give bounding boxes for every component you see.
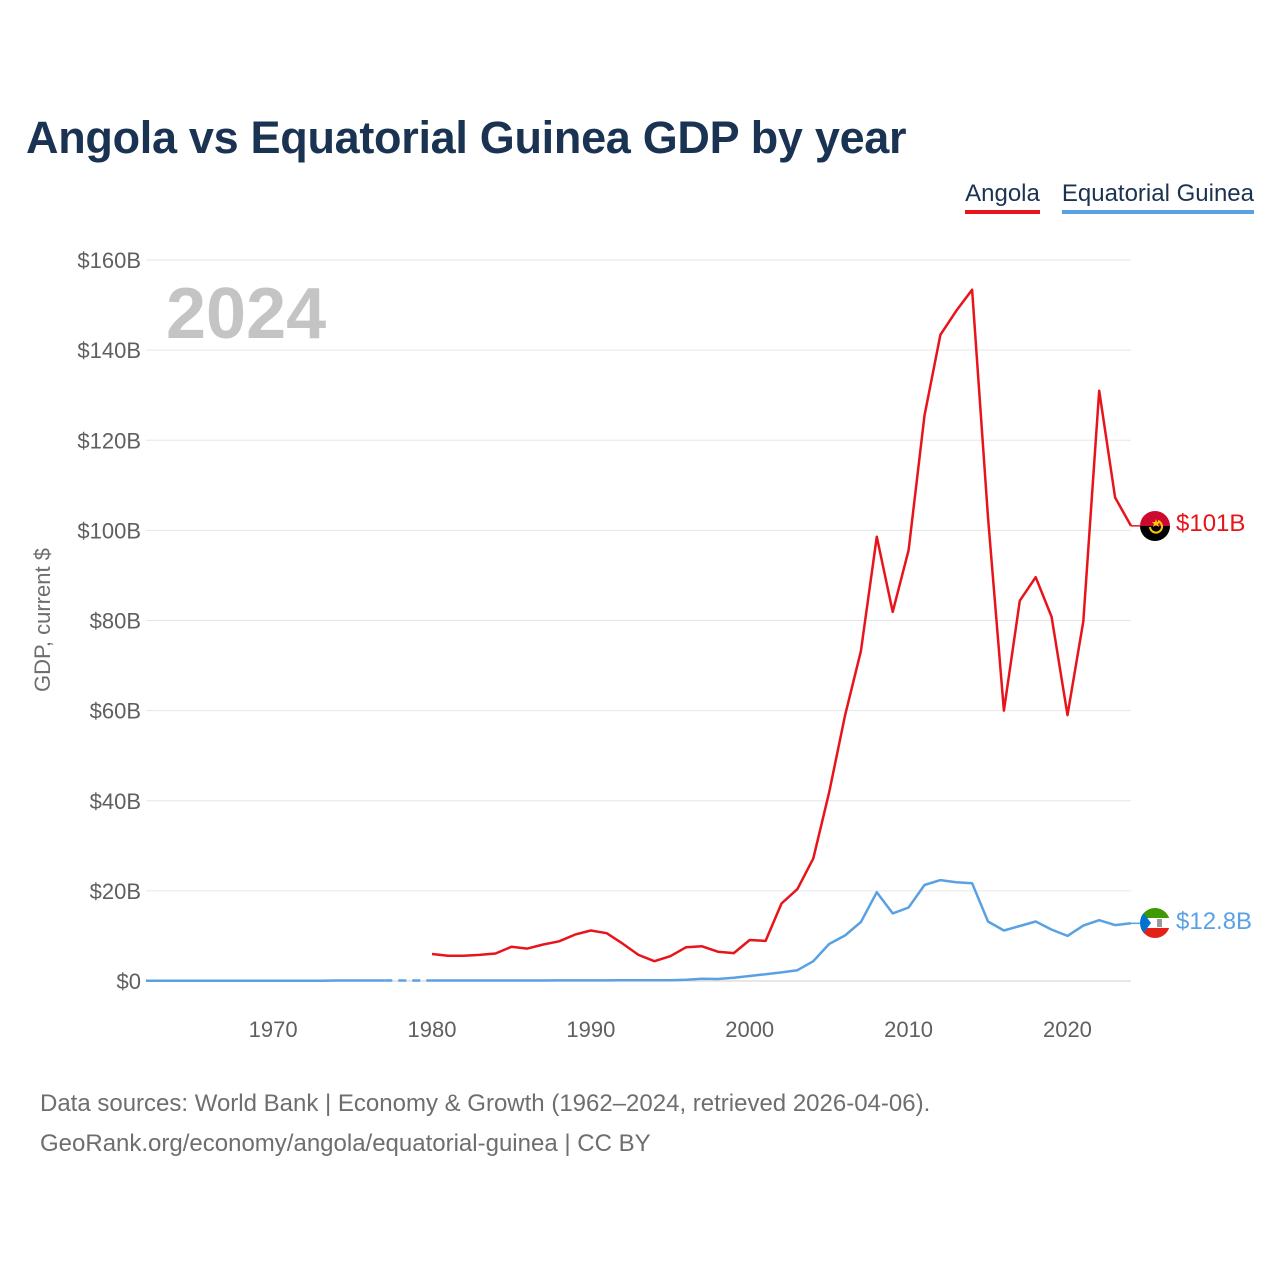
y-axis-ticks: $0 $20B $40B $60B $80B $100B $120B $140B $160B <box>77 248 141 994</box>
y-tick-label: $20B <box>90 879 141 904</box>
x-axis-ticks: 1970 1980 1990 2000 2010 2020 <box>249 1017 1092 1042</box>
x-tick-label: 1980 <box>407 1017 456 1042</box>
angola-end-value-label: $101B <box>1176 510 1245 537</box>
equatorial-guinea-flag-icon <box>1140 908 1170 938</box>
source-line-2[interactable]: GeoRank.org/economy/angola/equatorial-gu… <box>40 1130 651 1157</box>
y-tick-label: $120B <box>77 428 141 453</box>
series-lines <box>146 288 1140 983</box>
year-watermark: 2024 <box>166 274 326 354</box>
y-tick-label: $100B <box>77 518 141 543</box>
x-tick-label: 1990 <box>566 1017 615 1042</box>
equatorial-guinea-end-value-label: $12.8B <box>1176 908 1252 935</box>
y-axis-title: GDP, current $ <box>30 548 55 692</box>
legend-item-angola[interactable]: Angola <box>965 180 1040 214</box>
source-line-1: Data sources: World Bank | Economy & Gro… <box>40 1090 931 1117</box>
x-tick-label: 1970 <box>249 1017 298 1042</box>
source-note: Data sources: World Bank | Economy & Gro… <box>40 1084 930 1164</box>
legend: Angola Equatorial Guinea <box>965 180 1254 214</box>
y-tick-label: $80B <box>90 609 141 634</box>
y-tick-label: $40B <box>90 789 141 814</box>
x-tick-label: 2000 <box>725 1017 774 1042</box>
x-tick-label: 2010 <box>884 1017 933 1042</box>
equatorial-guinea-line <box>432 878 1132 982</box>
y-tick-label: $160B <box>77 248 141 273</box>
angola-line <box>431 288 1133 963</box>
chart-title: Angola vs Equatorial Guinea GDP by year <box>26 112 907 163</box>
gdp-line-chart: $0 $20B $40B $60B $80B $100B $120B $140B $160B 1… <box>30 248 1252 1042</box>
angola-flag-icon <box>1140 511 1170 541</box>
y-tick-label: $60B <box>90 699 141 724</box>
legend-item-equatorial-guinea[interactable]: Equatorial Guinea <box>1061 180 1254 214</box>
x-tick-label: 2020 <box>1043 1017 1092 1042</box>
gridlines <box>146 259 1131 982</box>
y-tick-label: $140B <box>77 338 141 363</box>
y-tick-label: $0 <box>117 969 141 994</box>
